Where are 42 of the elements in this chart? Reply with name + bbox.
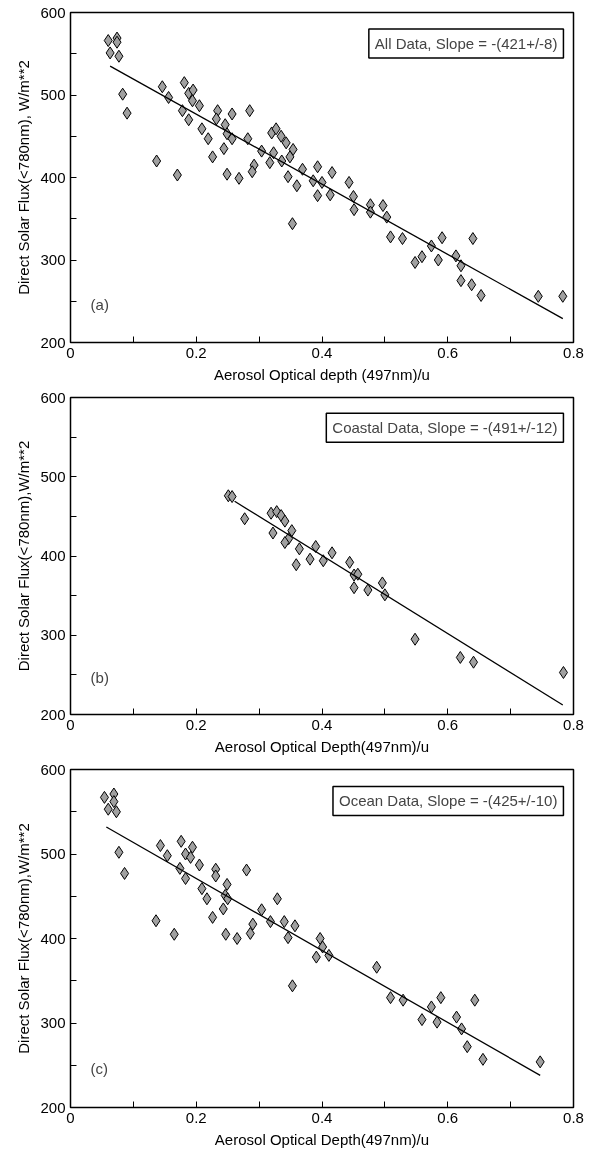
x-tick-label: 0.6: [437, 343, 459, 361]
x-tick-label: 0.2: [185, 1108, 207, 1126]
x-axis-title: Aerosol Optical Depth(497nm)/u: [214, 1130, 430, 1148]
y-tick-label: 200: [40, 333, 66, 351]
x-tick-label: 0.6: [437, 715, 459, 733]
y-axis-title: Direct Solar Flux(<780nm),W/m**2: [15, 440, 33, 672]
x-axis-title: Aerosol Optical Depth(497nm)/u: [214, 737, 430, 755]
x-tick-label: 0.2: [185, 343, 207, 361]
y-tick-label: 600: [40, 760, 66, 778]
y-tick-label: 400: [40, 929, 66, 947]
x-tick-label: 0.8: [563, 1108, 584, 1126]
y-tick-label: 600: [40, 388, 66, 406]
x-tick-label: 0.4: [311, 343, 333, 361]
y-axis-title: Direct Solar Flux(<780nm), W/m**2: [15, 60, 33, 295]
x-tick-label: 0.4: [311, 715, 333, 733]
y-tick-label: 300: [40, 626, 66, 644]
annotation: (a): [90, 295, 109, 313]
x-tick-label: 0.8: [563, 715, 584, 733]
x-tick-label: 0: [66, 715, 75, 733]
annotation: (b): [90, 668, 109, 686]
y-tick-label: 300: [40, 251, 66, 268]
y-axis-title: Direct Solar Flux(<780nm),W/m**2: [15, 823, 33, 1054]
annotation: All Data, Slope = -(421+/-8): [374, 35, 558, 52]
x-tick-label: 0.6: [437, 1108, 459, 1126]
x-tick-label: 0.8: [563, 343, 584, 361]
y-tick-label: 500: [40, 467, 66, 485]
y-tick-label: 500: [40, 845, 66, 862]
x-axis-title: Aerosol Optical depth (497nm)/u: [214, 365, 430, 383]
y-tick-label: 600: [40, 3, 66, 21]
y-tick-label: 400: [40, 547, 66, 564]
x-tick-label: 0.4: [311, 1108, 333, 1126]
y-tick-label: 200: [40, 1098, 66, 1116]
annotation: Ocean Data, Slope = -(425+/-10): [338, 792, 558, 810]
annotation: Coastal Data, Slope = -(491+/-12): [332, 419, 558, 437]
y-tick-label: 200: [40, 705, 66, 723]
y-tick-label: 300: [40, 1014, 66, 1031]
y-tick-label: 500: [40, 86, 66, 103]
x-tick-label: 0: [66, 1108, 75, 1126]
x-tick-label: 0.2: [185, 715, 207, 733]
x-tick-label: 0: [66, 343, 75, 361]
annotation: (c): [90, 1060, 109, 1078]
y-tick-label: 400: [40, 168, 66, 186]
